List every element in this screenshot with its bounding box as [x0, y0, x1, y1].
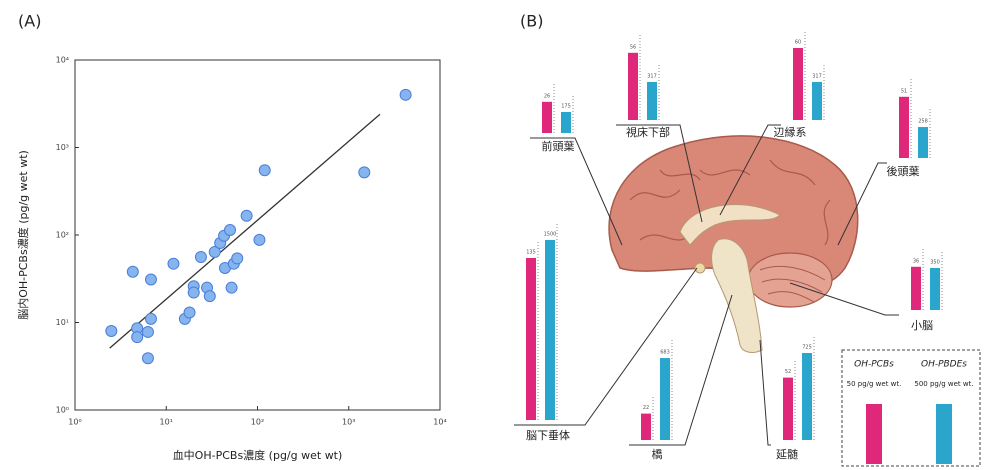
bar-value-label: 683: [660, 350, 670, 356]
x-axis-label: 血中OH-PCBs濃度 (pg/g wet wt): [173, 448, 343, 462]
bar-value-label: 52: [785, 369, 791, 375]
y-tick-label: 10⁴: [56, 56, 69, 65]
bar: [628, 53, 638, 120]
panel-label: (B): [520, 12, 543, 31]
bar: [542, 102, 552, 133]
legend-scale-bar: [866, 404, 882, 464]
bar: [802, 353, 812, 440]
bar: [783, 378, 793, 440]
scatter-point: [168, 258, 179, 269]
x-tick-label: 10⁰: [68, 418, 81, 427]
scatter-point: [359, 167, 370, 178]
bar: [545, 240, 555, 420]
scatter-point: [188, 287, 199, 298]
y-tick-label: 10³: [56, 143, 69, 152]
panel-label: (A): [18, 12, 41, 31]
bar-value-label: 22: [643, 405, 649, 411]
legend-scale-bar: [936, 404, 952, 464]
scatter-point: [132, 332, 143, 343]
bar: [911, 267, 921, 310]
legend-scale-label: 50 pg/g wet wt.: [847, 380, 902, 388]
scatter-point: [106, 325, 117, 336]
region-label: 辺縁系: [774, 125, 807, 139]
y-tick-label: 10⁰: [56, 406, 69, 415]
bar-value-label: 350: [930, 260, 940, 266]
bar-value-label: 60: [795, 40, 801, 46]
scatter-point: [204, 291, 215, 302]
bar: [918, 127, 928, 158]
legend-name: OH-PBDEs: [921, 360, 967, 370]
region-label: 橋: [652, 447, 663, 461]
region-label: 延髄: [776, 447, 798, 461]
y-axis-label: 脳内OH-PCBs濃度 (pg/g wet wt): [16, 150, 30, 320]
bar: [641, 414, 651, 440]
bar: [812, 82, 822, 120]
bar-value-label: 56: [630, 44, 636, 50]
region-label: 前頭葉: [542, 139, 575, 153]
bar-value-label: 26: [544, 93, 550, 99]
brain-illustration: [609, 136, 858, 353]
leader-line: [760, 340, 771, 445]
legend-name: OH-PCBs: [854, 360, 894, 370]
x-tick-label: 10³: [342, 418, 355, 427]
x-tick-label: 10²: [251, 418, 264, 427]
bar-value-label: 725: [802, 345, 812, 351]
scatter-point: [225, 225, 236, 236]
bar: [930, 268, 940, 310]
scatter-point: [145, 274, 156, 285]
scatter-point: [195, 252, 206, 263]
bar: [647, 82, 657, 120]
bar-value-label: 1500: [544, 232, 557, 238]
region-label: 小脳: [911, 319, 933, 332]
scatter-point: [142, 353, 153, 364]
scatter-point: [127, 266, 138, 277]
bar: [561, 112, 571, 133]
bar-value-label: 175: [561, 104, 571, 110]
region-label: 脳下垂体: [526, 428, 570, 442]
bar: [793, 48, 803, 120]
bar-value-label: 36: [913, 258, 919, 264]
region-label: 後頭葉: [887, 164, 920, 178]
scatter-point: [241, 210, 252, 221]
scatter-point: [232, 253, 243, 264]
y-tick-label: 10¹: [56, 318, 69, 327]
scatter-point: [259, 165, 270, 176]
scatter-point: [400, 89, 411, 100]
bar: [660, 358, 670, 440]
scatter-point: [226, 282, 237, 293]
bar-value-label: 51: [901, 88, 907, 94]
bar-value-label: 258: [918, 119, 928, 125]
x-tick-label: 10¹: [160, 418, 173, 427]
bar: [526, 258, 536, 420]
bar: [899, 97, 909, 158]
bar-value-label: 317: [647, 73, 657, 79]
scatter-point: [145, 313, 156, 324]
bar-value-label: 135: [526, 250, 536, 256]
x-tick-label: 10⁴: [433, 418, 446, 427]
y-tick-label: 10²: [56, 231, 69, 240]
scatter-point: [184, 307, 195, 318]
bar-value-label: 317: [812, 73, 822, 79]
scatter-point: [254, 234, 265, 245]
scatter-point: [142, 326, 153, 337]
region-label: 視床下部: [626, 125, 670, 139]
legend-scale-label: 500 pg/g wet wt.: [914, 380, 973, 388]
figure: (A) 10⁰ 10¹ 10² 10³ 10⁴ 10⁰ 10¹ 10² 10³ 10⁴ 血中OH-PC…: [0, 0, 984, 470]
